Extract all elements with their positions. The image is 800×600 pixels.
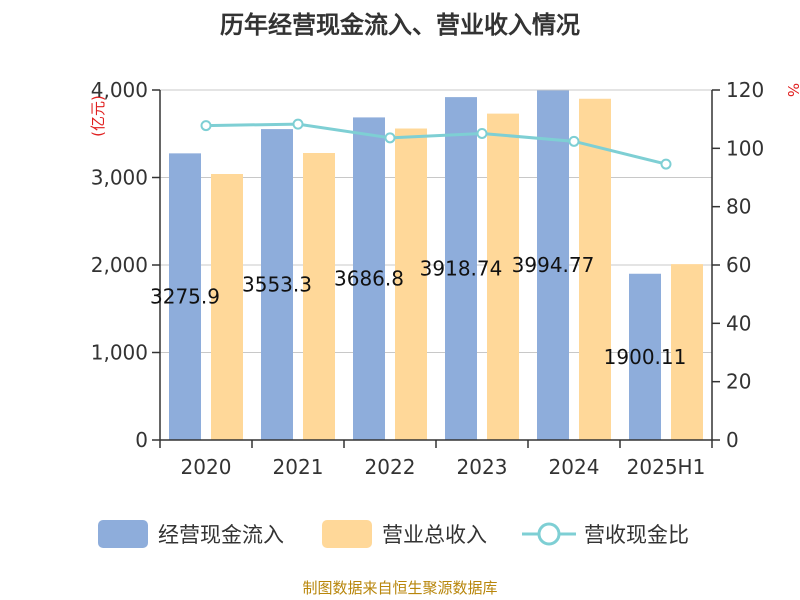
right-axis-unit: % (784, 83, 800, 97)
ratio-point (384, 132, 396, 144)
left-tick-label: 1,000 (91, 341, 148, 365)
legend-marker-ratio (537, 522, 561, 546)
bar-revenue (303, 153, 335, 440)
data-labels-layer: 3275.9 3553.3 3686.8 3918.74 3994.77 1900.11 (150, 253, 686, 369)
right-tick-label: 120 (726, 78, 764, 102)
bar-revenue (579, 98, 611, 440)
bar-revenue (487, 113, 519, 440)
legend-swatch-revenue (322, 520, 372, 548)
legend-label-revenue: 营业总收入 (382, 523, 487, 547)
bar-revenue (211, 174, 243, 440)
x-tick-label: 2024 (549, 455, 600, 479)
legend-label-cash-inflow: 经营现金流入 (158, 523, 284, 547)
gridlines (160, 89, 712, 353)
bar-cash-inflow (537, 90, 569, 440)
ratio-line (205, 122, 667, 166)
x-tick-label: 2022 (365, 455, 416, 479)
ratio-point (200, 120, 212, 132)
legend-label-ratio: 营收现金比 (584, 523, 689, 547)
data-label-cash-inflow: 3275.9 (150, 285, 220, 309)
data-label-cash-inflow: 3553.3 (242, 273, 312, 297)
left-axis-unit: (亿元) (89, 95, 107, 137)
right-tick-label: 80 (726, 195, 751, 219)
bar-cash-inflow (445, 97, 477, 440)
chart-title: 历年经营现金流入、营业收入情况 (220, 11, 580, 39)
bar-cash-inflow (169, 153, 201, 440)
right-tick-label: 0 (726, 428, 739, 452)
bar-cash-inflow (629, 273, 661, 440)
legend: 经营现金流入 营业总收入 营收现金比 (98, 520, 689, 548)
data-label-cash-inflow: 3918.74 (420, 257, 503, 281)
left-tick-label: 4,000 (91, 78, 148, 102)
right-tick-label: 60 (726, 253, 751, 277)
bar-revenue (395, 128, 427, 440)
left-tick-label: 0 (135, 428, 148, 452)
bar-revenue (671, 264, 703, 440)
left-tick-label: 2,000 (91, 253, 148, 277)
left-tick-label: 3,000 (91, 166, 148, 190)
ratio-point (568, 135, 580, 147)
bars-layer (169, 90, 703, 440)
x-tick-label: 2023 (457, 455, 508, 479)
x-tick-label: 2021 (273, 455, 324, 479)
ratio-point (476, 127, 488, 139)
axes-layer: 0 1,000 2,000 3,000 4,000 0 20 40 60 80 100 120 2020… (91, 78, 764, 479)
x-tick-label: 2020 (181, 455, 232, 479)
data-label-cash-inflow: 1900.11 (604, 345, 687, 369)
bar-cash-inflow (261, 129, 293, 440)
data-label-cash-inflow: 3686.8 (334, 267, 404, 291)
right-tick-label: 20 (726, 370, 751, 394)
ratio-point (660, 158, 672, 170)
right-tick-label: 40 (726, 311, 751, 335)
ratio-point (292, 118, 304, 130)
x-tick-label: 2025H1 (627, 455, 706, 479)
right-tick-label: 100 (726, 136, 764, 160)
source-note: 制图数据来自恒生聚源数据库 (302, 579, 497, 597)
bar-cash-inflow (353, 117, 385, 440)
ratio-line-layer (200, 118, 672, 170)
data-label-cash-inflow: 3994.77 (512, 253, 595, 277)
legend-swatch-cash-inflow (98, 520, 148, 548)
